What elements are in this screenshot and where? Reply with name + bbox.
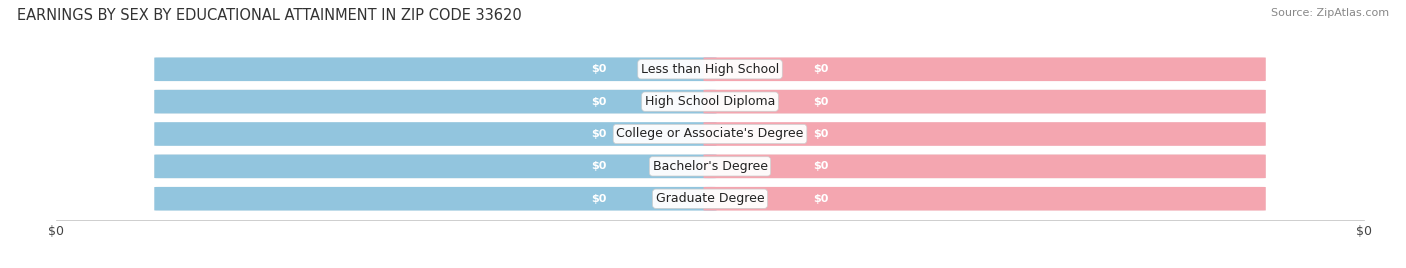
Text: $0: $0 [591,97,606,107]
Text: Source: ZipAtlas.com: Source: ZipAtlas.com [1271,8,1389,18]
Text: Bachelor's Degree: Bachelor's Degree [652,160,768,173]
FancyBboxPatch shape [703,90,1265,113]
Text: $0: $0 [591,129,606,139]
Text: $0: $0 [591,64,606,74]
FancyBboxPatch shape [155,122,1265,146]
Text: $0: $0 [814,161,830,171]
Text: $0: $0 [591,161,606,171]
Text: Less than High School: Less than High School [641,63,779,76]
FancyBboxPatch shape [703,187,1265,211]
FancyBboxPatch shape [155,155,1265,178]
FancyBboxPatch shape [155,122,717,146]
FancyBboxPatch shape [155,187,1265,211]
Text: EARNINGS BY SEX BY EDUCATIONAL ATTAINMENT IN ZIP CODE 33620: EARNINGS BY SEX BY EDUCATIONAL ATTAINMEN… [17,8,522,23]
FancyBboxPatch shape [155,187,717,211]
FancyBboxPatch shape [155,57,1265,81]
Text: $0: $0 [814,97,830,107]
Text: High School Diploma: High School Diploma [645,95,775,108]
Text: $0: $0 [814,129,830,139]
FancyBboxPatch shape [703,122,1265,146]
FancyBboxPatch shape [155,57,717,81]
Text: $0: $0 [814,64,830,74]
Text: $0: $0 [591,194,606,204]
Text: $0: $0 [814,194,830,204]
FancyBboxPatch shape [155,90,1265,113]
FancyBboxPatch shape [703,155,1265,178]
FancyBboxPatch shape [703,57,1265,81]
Text: College or Associate's Degree: College or Associate's Degree [616,128,804,140]
FancyBboxPatch shape [155,155,717,178]
FancyBboxPatch shape [155,90,717,113]
Text: Graduate Degree: Graduate Degree [655,192,765,205]
